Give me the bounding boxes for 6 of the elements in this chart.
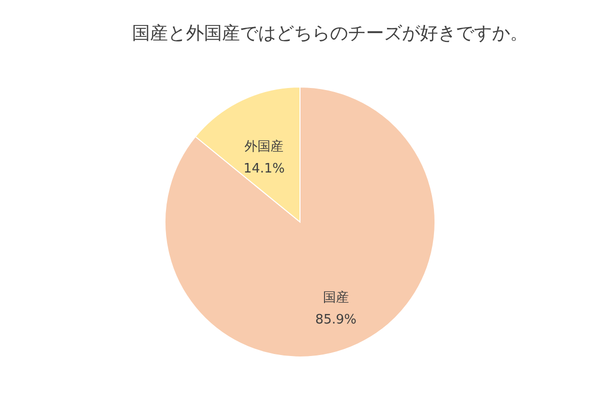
- chart-title: 国産と外国産ではどちらのチーズが好きですか。: [132, 23, 528, 44]
- slice-label: 外国産: [244, 138, 284, 154]
- data-label: 85.9%: [315, 312, 357, 328]
- pie-slice: [164, 86, 436, 358]
- data-label: 14.1%: [243, 161, 285, 176]
- slice-label: 国産: [322, 290, 349, 306]
